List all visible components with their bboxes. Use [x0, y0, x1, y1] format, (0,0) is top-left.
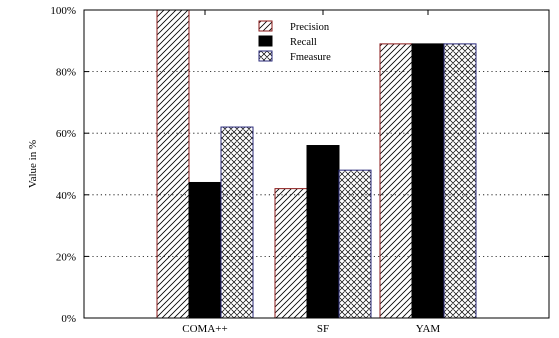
legend-label-recall: Recall — [290, 37, 317, 48]
y-tick-label: 0% — [61, 313, 76, 325]
bar-recall-comaplusplus — [188, 181, 222, 319]
bar-precision-comaplusplus — [156, 9, 190, 319]
axes: 0% 20% 40% 60% 80% 100% COMA++ SF YAM — [50, 5, 550, 335]
x-tick-label: YAM — [416, 323, 441, 335]
y-tick-label: 40% — [56, 190, 76, 202]
y-axis-title: Value in % — [27, 140, 39, 188]
legend-swatch-precision — [258, 20, 273, 32]
plot-frame — [83, 9, 550, 319]
y-tick-label: 20% — [56, 251, 76, 263]
y-tick-label: 100% — [50, 5, 76, 17]
legend-swatch-fmeasure — [258, 50, 273, 62]
x-tick-label: COMA++ — [182, 323, 227, 335]
legend-label-precision: Precision — [290, 22, 330, 33]
legend: Precision Recall Fmeasure — [258, 20, 331, 63]
bar-fmeasure-comaplusplus — [220, 126, 254, 319]
y-tick-label: 80% — [56, 67, 76, 79]
y-tick-label: 60% — [56, 128, 76, 140]
bar-recall-sf — [306, 145, 340, 319]
bar-precision-sf — [274, 188, 308, 319]
x-tick-label: SF — [317, 323, 329, 335]
legend-swatch-recall — [258, 35, 273, 47]
bar-fmeasure-yam — [443, 43, 477, 319]
bar-precision-yam — [379, 43, 413, 319]
bar-fmeasure-sf — [338, 169, 372, 319]
bar-recall-yam — [411, 43, 445, 319]
legend-label-fmeasure: Fmeasure — [290, 52, 331, 63]
